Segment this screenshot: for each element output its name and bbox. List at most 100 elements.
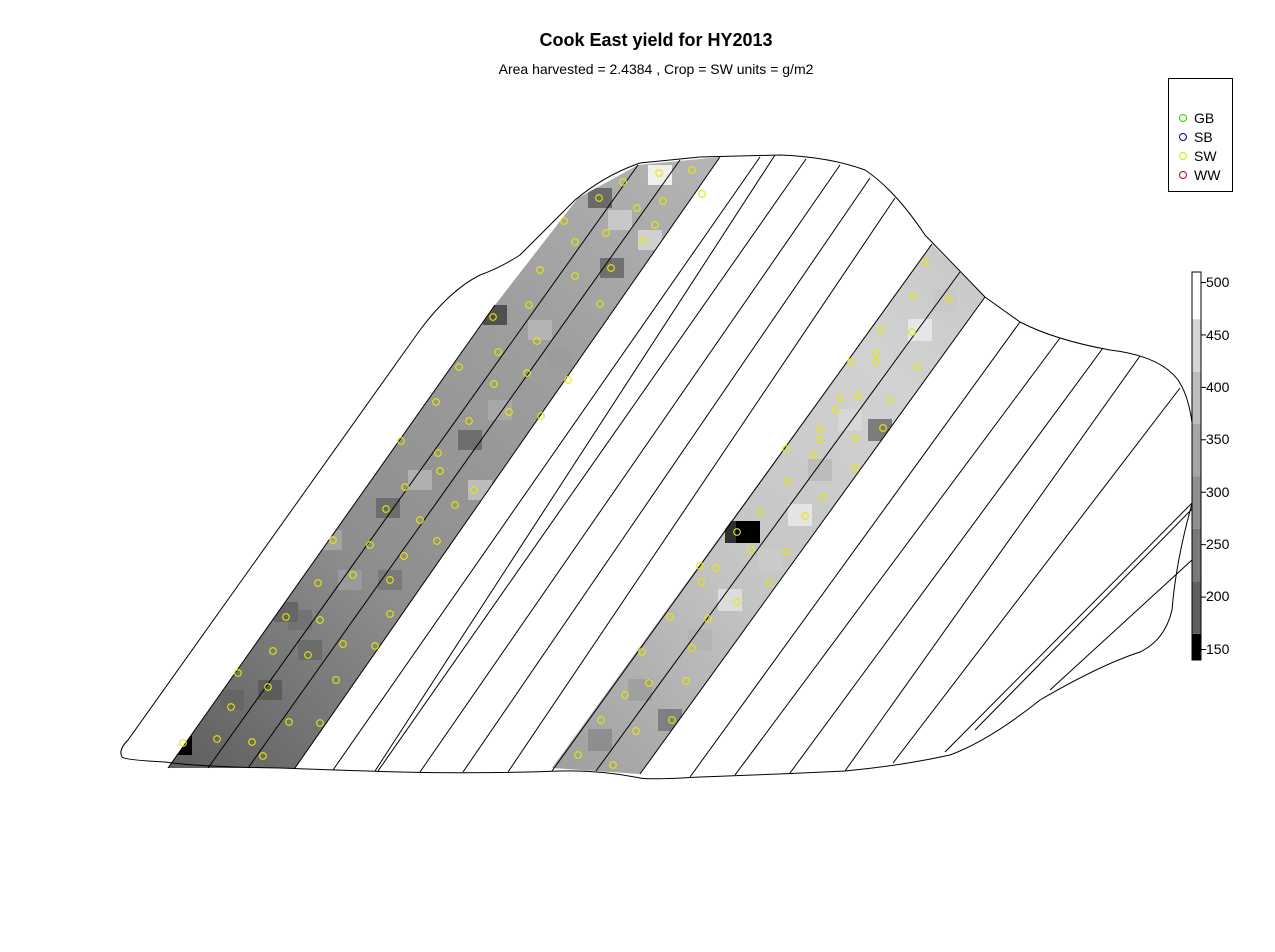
harvest-pass-line [689,321,1021,778]
map-title: Cook East yield for HY2013 [539,30,773,50]
yield-cell [933,289,957,311]
sample-point-sw [879,424,887,432]
harvest-pass-line [507,197,896,773]
sample-point-sw [259,752,267,760]
sample-point-sw [704,615,712,623]
sample-point-sw [832,406,840,414]
sample-point-sw [533,337,541,345]
sample-point-sw [595,194,603,202]
yield-cell [628,679,652,701]
harvest-pass-line [377,158,807,772]
colorbar-tick-label: 250 [1206,536,1230,552]
sample-point-sw [783,548,791,556]
legend: GB SB SW WW [1168,78,1233,192]
yield-cell [488,400,512,420]
sample-point-sw [490,380,498,388]
sample-point-sw [712,564,720,572]
harvest-pass-line [944,499,1196,753]
sample-point-sw [688,166,696,174]
sample-point-sw [316,616,324,624]
sample-point-sw [886,396,894,404]
map-subtitle: Area harvested = 2.4384 , Crop = SW unit… [498,61,814,77]
yield-cell [220,690,244,710]
colorbar-band [1192,528,1201,582]
legend-entry-sb: SB [1179,128,1213,146]
colorbar-tick-label: 450 [1206,327,1230,343]
sample-point-sw [455,363,463,371]
legend-label: SB [1194,129,1213,145]
sample-point-sw [877,326,885,334]
colorbar-band [1192,581,1201,634]
sample-point-sw [397,437,405,445]
colorbar-band [1192,371,1201,425]
sample-point-sw [872,349,880,357]
sample-point-sw [638,648,646,656]
sample-point-sw [436,467,444,475]
yield-cell [718,589,742,611]
sample-point-sw [386,576,394,584]
sample-point-sw [682,677,690,685]
sample-point-sw [432,398,440,406]
sample-point-sw [639,237,647,245]
sample-points [179,166,953,769]
sample-point-sw [179,739,187,747]
sample-point-sw [494,348,502,356]
sample-point-sw [386,610,394,618]
sample-point-sw [465,417,473,425]
harvest-pass-line [374,154,776,772]
legend-entry-ww: WW [1179,166,1220,184]
colorbar [1191,271,1206,661]
sample-point-sw [872,358,880,366]
harvest-pass-line [332,156,761,771]
sample-point-sw [264,683,272,691]
harvest-pass-line [595,271,961,772]
sample-point-sw [416,516,424,524]
sample-point-sw [523,369,531,377]
colorbar-tick-label: 500 [1206,274,1230,290]
colorbar-band [1192,633,1201,660]
sample-point-sw [945,295,953,303]
harvest-pass-line [551,243,933,772]
harvest-pass-line [892,387,1181,764]
sample-point-sw [659,197,667,205]
sample-point-sw [816,436,824,444]
colorbar-band [1192,476,1201,529]
sample-point-sw [621,691,629,699]
sample-point-sw [666,613,674,621]
sample-point-sw [733,528,741,536]
sample-point-sw [851,434,859,442]
yield-cell [548,350,572,370]
sample-point-sw [470,486,478,494]
harvest-pass-lines [167,154,1196,778]
sample-point-sw [349,571,357,579]
sample-point-sw [525,301,533,309]
sample-point-sw [536,266,544,274]
sample-point-sw [784,478,792,486]
yield-cell [736,521,760,543]
harvest-pass-line [207,164,639,769]
harvest-pass-line [247,159,681,769]
circle-icon [1179,152,1187,161]
yield-cell [758,549,782,571]
legend-label: SW [1194,148,1217,164]
colorbar-tick-label: 400 [1206,379,1230,395]
sample-point-sw [564,376,572,384]
sample-point-sw [571,272,579,280]
yield-cell [588,729,612,751]
colorbar-band [1192,272,1201,320]
sample-point-sw [248,738,256,746]
harvest-pass-line [734,337,1061,776]
yield-cell [658,709,682,731]
sample-point-sw [836,394,844,402]
circle-icon [1179,114,1187,123]
sample-point-sw [602,229,610,237]
yield-cell [528,320,552,340]
sample-point-sw [382,505,390,513]
colorbar-tick-label: 350 [1206,431,1230,447]
harvest-pass-line [419,164,841,773]
yield-cell [608,210,632,230]
colorbar-band [1192,319,1201,372]
sample-point-sw [596,300,604,308]
sample-point-sw [854,392,862,400]
